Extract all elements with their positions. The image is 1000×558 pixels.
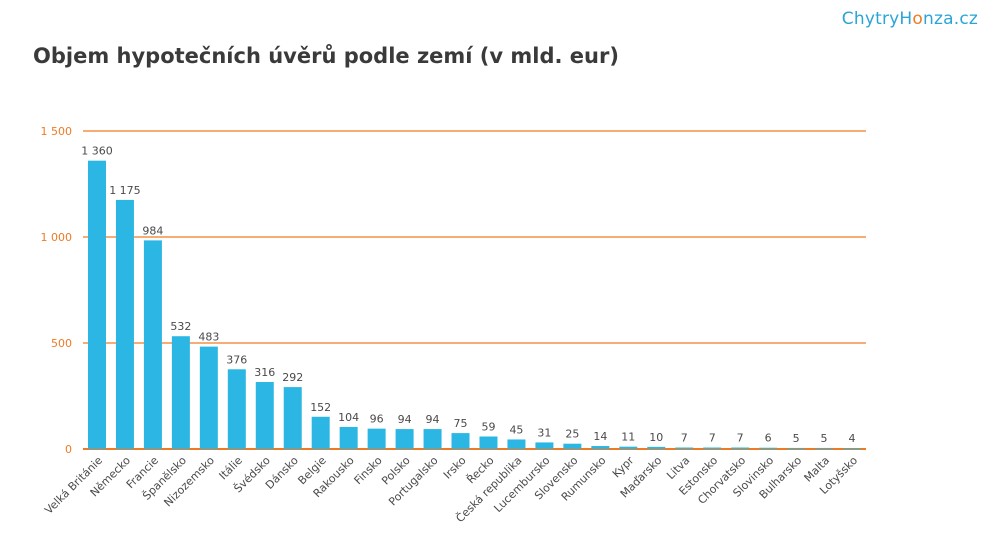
value-label: 75: [454, 417, 468, 430]
value-label: 376: [226, 353, 247, 366]
bar: [395, 429, 414, 449]
value-label: 5: [821, 432, 828, 445]
bar: [787, 447, 806, 449]
bar: [171, 336, 190, 449]
value-label: 7: [709, 432, 716, 445]
chart-title: Objem hypotečních úvěrů podle zemí (v ml…: [33, 44, 619, 68]
bar: [283, 387, 302, 449]
value-label: 4: [849, 432, 856, 445]
value-label: 316: [254, 366, 275, 379]
value-label: 532: [170, 320, 191, 333]
bar: [451, 433, 470, 449]
y-tick-label: 500: [51, 337, 72, 350]
bar: [619, 446, 638, 449]
value-label: 483: [198, 331, 219, 344]
bar: [311, 416, 330, 449]
category-label: Finsko: [352, 454, 385, 487]
bar: [227, 369, 246, 449]
value-label: 59: [481, 420, 495, 433]
bar: [479, 436, 498, 449]
value-label: 11: [621, 431, 635, 444]
bar: [675, 447, 694, 449]
bar: [647, 446, 666, 449]
bar: [563, 443, 582, 449]
bar: [255, 382, 274, 449]
bar: [591, 446, 610, 449]
value-label: 984: [142, 224, 163, 237]
value-label: 5: [793, 432, 800, 445]
bar: [339, 426, 358, 449]
value-label: 94: [426, 413, 440, 426]
value-label: 152: [310, 401, 331, 414]
y-tick-label: 1 000: [41, 231, 73, 244]
value-label: 14: [593, 430, 607, 443]
brand-accent: o: [912, 9, 923, 29]
bar: [731, 447, 750, 449]
bar: [367, 428, 386, 449]
value-label: 292: [282, 371, 303, 384]
value-label: 25: [565, 428, 579, 441]
value-label: 104: [338, 411, 359, 424]
brand-logo: ChytryHonza.cz: [842, 9, 978, 29]
value-label: 7: [681, 432, 688, 445]
bar: [507, 439, 526, 449]
value-label: 45: [509, 423, 523, 436]
value-label: 10: [649, 431, 663, 444]
bar: [703, 447, 722, 449]
bar: [87, 160, 106, 449]
bar: [115, 199, 134, 449]
value-label: 1 360: [81, 145, 113, 158]
bar: [423, 429, 442, 449]
bar: [843, 448, 862, 449]
bar: [535, 442, 554, 449]
value-label: 94: [398, 413, 412, 426]
bar: [815, 447, 834, 449]
bar: [199, 346, 218, 449]
value-label: 96: [370, 413, 384, 426]
y-tick-label: 0: [65, 443, 72, 456]
value-label: 31: [537, 426, 551, 439]
bar: [143, 240, 162, 449]
brand-suffix: nza.cz: [923, 9, 978, 29]
bar: [759, 447, 778, 449]
value-label: 6: [765, 432, 772, 445]
brand-prefix: ChytryH: [841, 9, 913, 29]
value-label: 7: [737, 432, 744, 445]
y-tick-label: 1 500: [41, 125, 73, 138]
value-label: 1 175: [109, 184, 141, 197]
